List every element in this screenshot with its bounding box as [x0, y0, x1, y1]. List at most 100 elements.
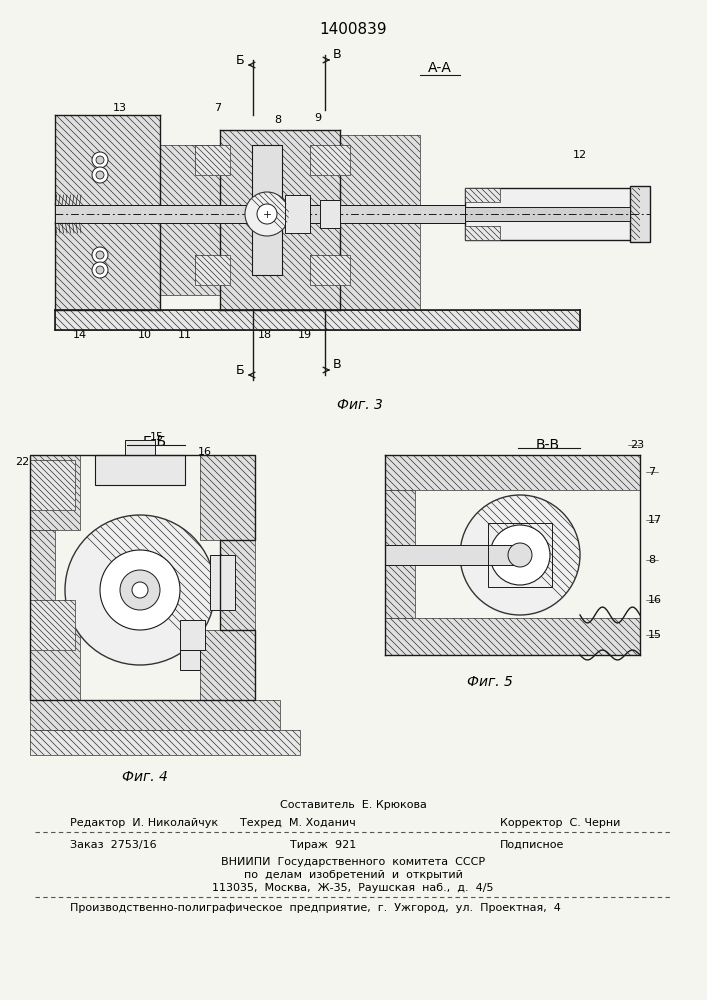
- Polygon shape: [465, 226, 500, 240]
- Text: 11: 11: [178, 330, 192, 340]
- Polygon shape: [30, 730, 300, 755]
- Polygon shape: [465, 188, 500, 202]
- Text: Тираж  921: Тираж 921: [290, 840, 356, 850]
- Text: по  делам  изобретений  и  открытий: по делам изобретений и открытий: [244, 870, 462, 880]
- Circle shape: [96, 251, 104, 259]
- Text: Производственно-полиграфическое  предприятие,  г.  Ужгород,  ул.  Проектная,  4: Производственно-полиграфическое предприя…: [70, 903, 561, 913]
- Text: Заказ  2753/16: Заказ 2753/16: [70, 840, 157, 850]
- Text: 9: 9: [315, 113, 322, 123]
- Text: 12: 12: [573, 150, 587, 160]
- Polygon shape: [310, 145, 350, 175]
- Text: Б-Б: Б-Б: [143, 435, 167, 449]
- Text: 7: 7: [648, 467, 655, 477]
- Text: Б: Б: [235, 53, 245, 66]
- Circle shape: [92, 167, 108, 183]
- Text: Подписное: Подписное: [500, 840, 564, 850]
- Text: 14: 14: [73, 330, 87, 340]
- Text: 21: 21: [228, 555, 242, 565]
- Text: 19: 19: [298, 330, 312, 340]
- Polygon shape: [200, 455, 255, 540]
- Circle shape: [490, 525, 550, 585]
- Text: Фиг. 3: Фиг. 3: [337, 398, 383, 412]
- Circle shape: [508, 543, 532, 567]
- Bar: [180, 650, 200, 670]
- Bar: [210, 555, 235, 610]
- Bar: [320, 200, 340, 228]
- Text: В: В: [333, 359, 341, 371]
- Text: 11: 11: [241, 495, 255, 505]
- Circle shape: [96, 266, 104, 274]
- Circle shape: [100, 550, 180, 630]
- Text: 15: 15: [648, 630, 662, 640]
- Text: 15: 15: [150, 432, 164, 442]
- Circle shape: [92, 262, 108, 278]
- Text: Б: Б: [235, 363, 245, 376]
- Bar: [125, 440, 155, 455]
- Polygon shape: [30, 600, 75, 650]
- Polygon shape: [630, 188, 640, 240]
- Circle shape: [65, 515, 215, 665]
- Polygon shape: [220, 130, 340, 310]
- Bar: [55, 205, 465, 223]
- Circle shape: [257, 204, 277, 224]
- Circle shape: [132, 582, 148, 598]
- Polygon shape: [30, 530, 55, 620]
- Text: 22: 22: [15, 457, 29, 467]
- Polygon shape: [340, 135, 420, 310]
- Bar: [285, 195, 310, 233]
- Circle shape: [92, 247, 108, 263]
- Bar: [180, 620, 205, 650]
- Polygon shape: [195, 255, 230, 285]
- Text: Техред  М. Хoданич: Техред М. Хoданич: [240, 818, 356, 828]
- Bar: [465, 207, 630, 221]
- Circle shape: [120, 570, 160, 610]
- Polygon shape: [55, 310, 580, 330]
- Bar: [488, 523, 552, 587]
- Circle shape: [92, 152, 108, 168]
- Polygon shape: [220, 540, 255, 630]
- Text: Составитель  Е. Крюкова: Составитель Е. Крюкова: [279, 800, 426, 810]
- Polygon shape: [30, 700, 280, 730]
- Text: 7: 7: [214, 103, 221, 113]
- Polygon shape: [385, 455, 640, 490]
- Text: 10: 10: [138, 330, 152, 340]
- Polygon shape: [30, 455, 80, 530]
- Text: 13: 13: [113, 103, 127, 113]
- Text: Фиг. 5: Фиг. 5: [467, 675, 513, 689]
- Polygon shape: [195, 145, 230, 175]
- Text: Фиг. 4: Фиг. 4: [122, 770, 168, 784]
- Text: В-В: В-В: [536, 438, 560, 452]
- Polygon shape: [385, 618, 640, 655]
- Text: 113035,  Москва,  Ж-35,  Раушская  наб.,  д.  4/5: 113035, Москва, Ж-35, Раушская наб., д. …: [212, 883, 493, 893]
- Text: 1400839: 1400839: [319, 22, 387, 37]
- Text: 20: 20: [213, 643, 227, 653]
- Text: 8: 8: [648, 555, 655, 565]
- Text: 16: 16: [198, 447, 212, 457]
- Circle shape: [96, 156, 104, 164]
- Text: 17: 17: [648, 515, 662, 525]
- Bar: [465, 188, 640, 240]
- Text: Редактор  И. Николайчук: Редактор И. Николайчук: [70, 818, 218, 828]
- Text: А-А: А-А: [428, 61, 452, 75]
- Polygon shape: [310, 255, 350, 285]
- Text: ВНИИПИ  Государственного  комитета  СССР: ВНИИПИ Государственного комитета СССР: [221, 857, 485, 867]
- Circle shape: [245, 192, 289, 236]
- Text: 16: 16: [648, 595, 662, 605]
- Bar: [630, 186, 650, 242]
- Text: 10: 10: [148, 740, 162, 750]
- Polygon shape: [55, 115, 160, 310]
- Text: 18: 18: [258, 330, 272, 340]
- Text: Корректор  С. Черни: Корректор С. Черни: [500, 818, 620, 828]
- Polygon shape: [160, 145, 220, 295]
- Polygon shape: [200, 630, 255, 700]
- Polygon shape: [385, 490, 415, 618]
- Circle shape: [460, 495, 580, 615]
- Polygon shape: [30, 460, 75, 510]
- Bar: [385, 545, 520, 565]
- Text: 23: 23: [630, 440, 644, 450]
- Text: 8: 8: [274, 115, 281, 125]
- Polygon shape: [30, 620, 80, 700]
- Bar: [95, 455, 185, 485]
- Circle shape: [96, 171, 104, 179]
- Bar: [252, 145, 282, 275]
